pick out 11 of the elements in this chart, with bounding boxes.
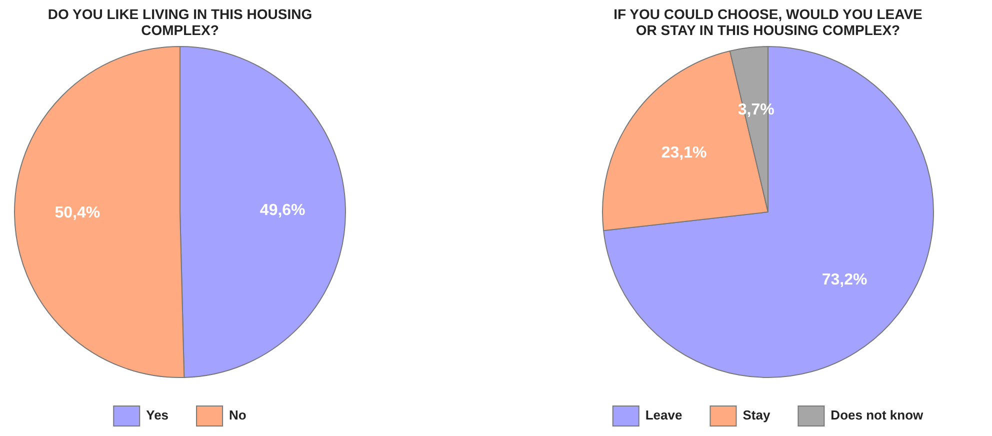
data-label: 49,6% [260, 202, 306, 220]
data-label: 50,4% [54, 204, 100, 222]
legend-label: No [229, 408, 246, 423]
legend-label: Leave [645, 408, 682, 423]
data-label: 23,1% [661, 144, 707, 162]
legend-label: Does not know [830, 408, 924, 423]
chart-title: DO YOU LIKE LIVING IN THIS HOUSING COMPLEX? [46, 5, 314, 40]
chart-title: IF YOU COULD CHOOSE, WOULD YOU LEAVE OR STAY IN THIS HOUSING COMPLEX? [612, 5, 924, 40]
legend-label: Yes [146, 408, 169, 423]
data-label: 73,2% [822, 272, 868, 289]
legend-label: Stay [742, 408, 771, 423]
